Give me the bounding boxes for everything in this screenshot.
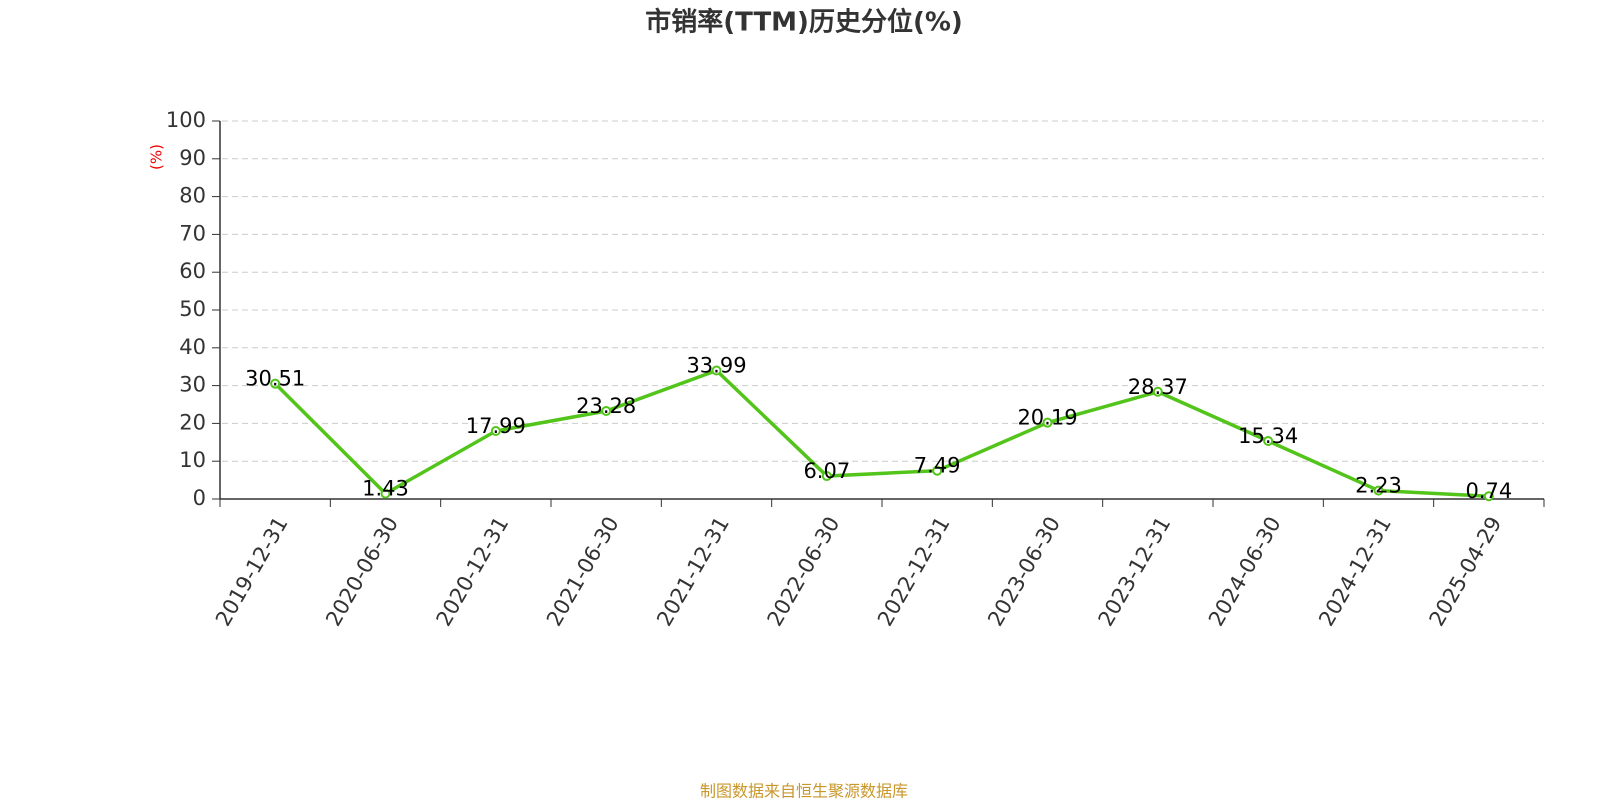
x-tick-label: 2025-04-29 <box>1425 513 1507 631</box>
y-tick-label: 90 <box>179 146 206 170</box>
data-point <box>380 488 391 499</box>
line-series <box>273 368 1489 498</box>
x-tick-label: 2022-12-31 <box>873 513 955 631</box>
data-point <box>1373 485 1384 496</box>
y-tick-label: 20 <box>179 410 206 434</box>
data-label: 20.19 <box>1017 406 1077 430</box>
x-tick-label: 2020-12-31 <box>432 513 514 631</box>
x-tick-label: 2024-12-31 <box>1314 513 1396 631</box>
y-tick-label: 100 <box>166 108 206 132</box>
data-label: 1.43 <box>362 477 409 501</box>
y-tick-label: 40 <box>179 335 206 359</box>
chart-title: 市销率(TTM)历史分位(%) <box>645 7 963 38</box>
y-tick-label: 70 <box>179 221 206 245</box>
y-tick-label: 80 <box>179 184 206 208</box>
data-label: 23.28 <box>576 394 636 418</box>
data-label: 0.74 <box>1465 479 1512 503</box>
data-point <box>1483 491 1494 502</box>
data-label: 30.51 <box>245 367 305 391</box>
data-point <box>490 425 501 436</box>
data-label: 15.34 <box>1238 424 1298 448</box>
y-tick-label: 60 <box>179 259 206 283</box>
data-label: 6.07 <box>803 459 850 483</box>
x-tick-label: 2021-12-31 <box>652 513 734 631</box>
data-point <box>270 378 281 389</box>
data-point <box>1152 386 1163 397</box>
data-label: 28.37 <box>1128 375 1188 399</box>
x-tick-label: 2023-06-30 <box>983 513 1065 631</box>
data-point <box>711 365 722 376</box>
data-point <box>821 471 832 482</box>
y-tick-label: 50 <box>179 297 206 321</box>
data-point <box>1042 417 1053 428</box>
x-tick-label: 2023-12-31 <box>1094 513 1176 631</box>
source-note: 制图数据来自恒生聚源数据库 <box>700 782 908 800</box>
x-tick-label: 2019-12-31 <box>211 513 293 631</box>
data-point <box>932 465 943 476</box>
x-tick-label: 2022-06-30 <box>763 513 845 631</box>
y-tick-label: 10 <box>179 448 206 472</box>
y-tick-label: 30 <box>179 373 206 397</box>
data-point <box>1263 436 1274 447</box>
data-label: 2.23 <box>1355 474 1402 498</box>
x-tick-label: 2024-06-30 <box>1204 513 1286 631</box>
x-tick-label: 2020-06-30 <box>321 513 403 631</box>
data-label: 7.49 <box>914 454 961 478</box>
y-axis-label: (%) <box>148 144 166 170</box>
data-point <box>601 406 612 417</box>
data-label: 33.99 <box>686 354 746 378</box>
data-label: 17.99 <box>466 414 526 438</box>
x-tick-label: 2021-06-30 <box>542 513 624 631</box>
y-tick-label: 0 <box>193 486 206 510</box>
